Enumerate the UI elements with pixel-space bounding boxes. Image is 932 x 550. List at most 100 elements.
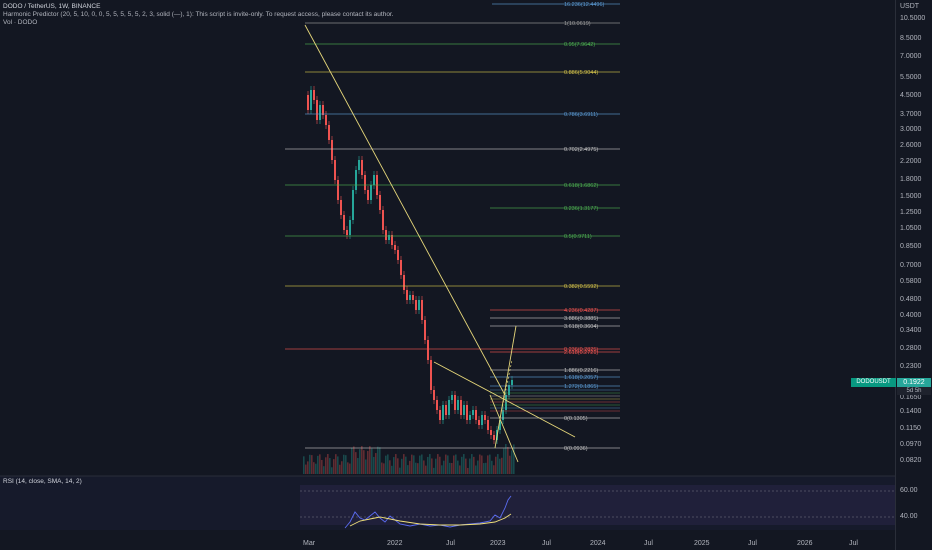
candle-body: [379, 195, 381, 210]
volume-bar: [353, 446, 355, 474]
volume-bar: [317, 455, 319, 474]
fib-label-16: 1.618(0.2057): [564, 375, 598, 381]
volume-bar: [347, 462, 349, 474]
volume-bar: [489, 454, 491, 474]
volume-bar: [389, 460, 391, 474]
volume-bar: [429, 454, 431, 474]
volume-bar: [403, 454, 405, 474]
fib-label-11: 3.886(0.3885): [564, 316, 598, 322]
volume-bar: [391, 465, 393, 474]
price-tick-19: 0.2800: [900, 345, 922, 352]
price-tick-24: 0.0970: [900, 441, 922, 448]
volume-bar: [321, 459, 323, 474]
symbol-title[interactable]: DODO / TetherUS, 1W, BINANCE: [3, 3, 101, 10]
candle-body: [322, 105, 324, 115]
candle-body: [502, 410, 504, 420]
candle-body: [466, 405, 468, 420]
trendline-lower: [433, 361, 576, 438]
candle-body: [457, 400, 459, 410]
rsi-pane: [0, 475, 932, 530]
bar-countdown: 5d 5h: [897, 387, 931, 395]
price-tick-1: 8.5000: [900, 35, 922, 42]
price-tick-23: 0.1150: [900, 425, 921, 432]
candle-body: [400, 260, 402, 275]
candle-body: [454, 395, 456, 410]
volume-bar: [365, 459, 367, 474]
volume-bar: [497, 454, 499, 474]
price-tick-4: 4.5000: [900, 92, 922, 99]
volume-bar: [481, 455, 483, 474]
volume-bar: [447, 455, 449, 474]
volume-bar: [455, 454, 457, 474]
candle-body: [433, 390, 435, 400]
rsi-tick-0: 60.00: [900, 487, 918, 494]
volume-bar: [373, 456, 375, 474]
volume-bar: [377, 446, 379, 474]
volume-bar: [387, 454, 389, 474]
fib-label-7: 0.236(1.3177): [564, 206, 598, 212]
time-label-0: Mar: [303, 540, 316, 547]
candle-body: [382, 210, 384, 230]
fib-label-1: 1(10.0619): [564, 21, 591, 27]
price-tick-22: 0.1400: [900, 408, 922, 415]
candle-body: [475, 410, 477, 420]
volume-bar: [445, 454, 447, 474]
candle-body: [451, 395, 453, 400]
volume-bar: [499, 458, 501, 474]
price-scale[interactable]: [895, 0, 932, 550]
volume-bar: [341, 461, 343, 474]
volume-bar: [473, 456, 475, 474]
price-tick-2: 7.0000: [900, 53, 922, 60]
price-tick-5: 3.7000: [900, 111, 922, 118]
price-tick-13: 0.8500: [900, 243, 922, 250]
fib-label-18: 0(0.1305): [564, 416, 588, 422]
price-tick-18: 0.3400: [900, 327, 922, 334]
volume-bar: [487, 455, 489, 474]
fib-label-9: 0.382(0.5592): [564, 284, 598, 290]
candle-body: [412, 295, 414, 300]
volume-bar: [463, 454, 465, 474]
candle-body: [436, 400, 438, 410]
fib-label-13: 0.236(0.2825): [564, 347, 598, 353]
price-tick-6: 3.0000: [900, 126, 922, 133]
candle-body: [331, 140, 333, 160]
volume-bar: [491, 460, 493, 474]
candle-body: [385, 230, 387, 240]
candle-body: [310, 90, 312, 110]
volume-bar: [467, 467, 469, 474]
volume-bar: [333, 459, 335, 474]
candle-body: [484, 415, 486, 420]
rsi-legend[interactable]: RSI (14, close, SMA, 14, 2): [3, 478, 82, 485]
candle-body: [445, 405, 447, 415]
volume-bar: [469, 458, 471, 474]
volume-bar: [375, 453, 377, 474]
fib-label-15: 1.886(0.2216): [564, 368, 598, 374]
volume-bar: [367, 450, 369, 474]
time-label-10: Jul: [849, 540, 858, 547]
volume-bar: [421, 454, 423, 474]
candle-body: [388, 235, 390, 240]
volume-bar: [379, 447, 381, 474]
volume-bar: [435, 458, 437, 474]
candle-body: [430, 360, 432, 390]
candle-body: [490, 430, 492, 435]
volume-bar: [501, 457, 503, 474]
candle-body: [469, 415, 471, 420]
volume-bar: [369, 446, 371, 474]
volume-bar: [363, 450, 365, 474]
candle-body: [313, 90, 315, 100]
candles: [307, 86, 513, 444]
price-tick-10: 1.5000: [900, 193, 922, 200]
volume-bar: [381, 462, 383, 474]
symbol-tag: DODOUSDT: [851, 378, 896, 387]
price-tick-20: 0.2300: [900, 363, 922, 370]
candle-body: [403, 275, 405, 290]
price-tick-14: 0.7000: [900, 262, 922, 269]
volume-legend[interactable]: Vol · DODO: [3, 19, 38, 26]
candle-body: [481, 415, 483, 425]
volume-bar: [431, 458, 433, 474]
volume-bar: [357, 458, 359, 474]
volume-bar: [477, 460, 479, 474]
indicator-legend[interactable]: Harmonic Predictor (20, 5, 10, 0, 0, 5, …: [3, 11, 394, 18]
